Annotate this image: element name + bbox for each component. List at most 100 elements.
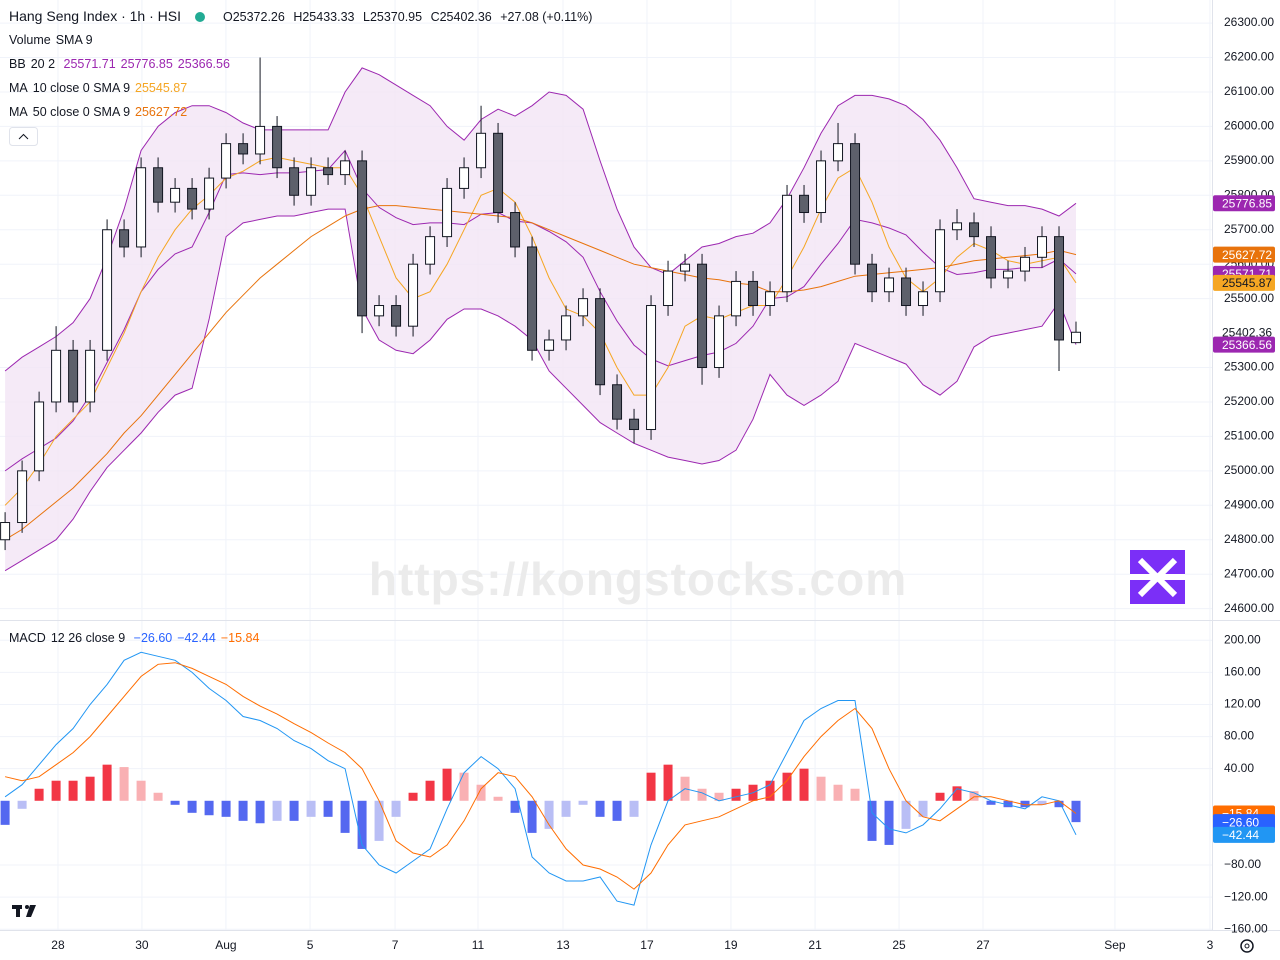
price-tag-label: 25366.56 [1222,338,1272,352]
candle-body [119,229,130,248]
price-tag [1213,246,1275,263]
histogram-bar [17,800,27,809]
histogram-bar [0,800,10,825]
histogram-bar [544,800,554,829]
candle-body [697,263,708,369]
price-tag-label: −26.60 [1222,815,1259,829]
histogram-bar [629,800,639,817]
legend-params: 12 26 close 9 [50,631,126,645]
y-tick-label: 24900.00 [1224,497,1274,511]
histogram-bar [527,800,537,833]
y-tick-label: 25200.00 [1224,394,1274,408]
y-tick-label: 80.00 [1224,729,1254,743]
y-tick-label: −160.00 [1224,921,1268,935]
histogram-bar [119,767,129,801]
y-tick-label: 25900.00 [1224,153,1274,167]
y-tick-label: 40.00 [1224,761,1254,775]
histogram-bar [561,800,571,817]
candle-body [765,291,776,307]
y-tick-label: 26000.00 [1224,119,1274,133]
y-tick-label: 24600.00 [1224,601,1274,615]
histogram-bar [204,800,214,816]
histogram-bar [51,780,61,801]
x-tick-label: 28 [51,938,65,952]
tv-logo-part [16,905,20,917]
histogram-bar [952,786,962,801]
x-tick-label: 13 [556,938,570,952]
candle-body [850,143,861,265]
histogram-bar [442,768,452,801]
candle-body [187,187,198,210]
ohlc-value: 25370.95 [369,10,423,24]
histogram-bar [1020,800,1030,808]
y-tick-label: −80.00 [1224,857,1261,871]
legend-value: 25366.56 [177,57,230,71]
histogram-bar [646,772,656,801]
candle-body [527,246,538,351]
legend-label: BB [9,57,26,71]
x-tick-label: Aug [215,938,236,952]
volume-legend: Volume SMA 9 [9,32,98,48]
bb-upper [4,67,1077,372]
legend-value: 25627.72 [135,105,188,119]
candle-body [544,339,555,351]
moving-average [4,156,1077,506]
histogram-bar [408,792,418,801]
price-tag-label: 25402.36 [1222,325,1272,339]
watermark: https://kongstocks.com [369,553,907,605]
x-tick-label: 25 [892,938,906,952]
histogram-bar [85,776,95,801]
candle-body [85,349,96,403]
candle-body [170,187,181,203]
histogram-bar [170,800,180,805]
histogram-bar [153,792,163,801]
histogram-bar [1037,800,1047,805]
macd-legend: MACD 12 26 close 9 −26.60 −42.44 −15.84 [9,630,264,646]
price-tag [1213,336,1275,353]
histogram-bar [714,792,724,801]
histogram-bar [323,800,333,817]
y-tick-label: 25700.00 [1224,222,1274,236]
x-tick-label: 21 [808,938,822,952]
legend-params: 50 close 0 SMA 9 [32,105,131,119]
gear-hub [1244,943,1250,949]
candle-body [680,263,691,272]
histogram-bar [1071,800,1081,823]
candle-body [0,522,11,541]
candle-body [340,160,351,176]
price-tag [1213,195,1275,212]
legend-params: 10 close 0 SMA 9 [32,81,131,95]
ohlc-value: 25433.33 [302,10,355,24]
x-tick-label: 27 [976,938,990,952]
y-tick-label: 26100.00 [1224,84,1274,98]
axes: 26300.00 26200.00 26100.00 26000.00 25900.00… [51,15,1275,952]
candle-body [17,470,28,524]
y-tick-label: 120.00 [1224,697,1261,711]
collapse-icon [18,133,29,140]
candle-body [425,236,436,265]
settings-icon[interactable] [1240,939,1254,953]
ohlc-label: C [430,10,440,24]
histogram-bar [731,788,741,801]
histogram-bar [833,784,843,801]
x-tick-label: 17 [640,938,654,952]
candle-body [884,277,895,293]
change: +27.08 (+0.11%) [500,10,593,24]
collapse-button[interactable] [9,127,38,146]
bb-fill [5,67,1077,571]
price-tag [1213,274,1275,291]
legend-value: −42.44 [177,631,216,645]
candle-body [1020,256,1031,272]
candle-body [153,167,164,203]
candle-body [595,298,606,386]
candle-body [238,143,249,155]
tv-logo-part [25,905,29,909]
histogram-bar [340,800,350,833]
histogram-bar [374,800,384,841]
histogram-bar [935,792,945,801]
gear[interactable] [1240,939,1254,953]
x-tick-label: 30 [135,938,149,952]
histogram-bar [187,800,197,813]
